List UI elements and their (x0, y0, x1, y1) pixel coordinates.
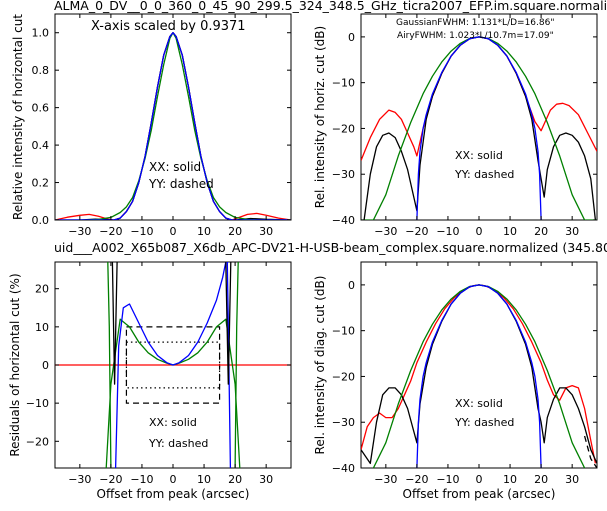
series-group (55, 32, 291, 220)
x-axis-label: Offset from peak (arcsec) (403, 487, 556, 501)
panel-top-left: −30 −20 −10 0 10 20 30 0.0 0.2 0.4 0.6 0.8 1.0 Relati… (11, 13, 292, 238)
y-tick-label: 20 (35, 283, 49, 296)
y-tick-label: 0.6 (32, 102, 50, 115)
series-line-red-0 (55, 32, 291, 220)
x-tick-label: −30 (374, 473, 397, 486)
legend-xx-top-left: XX: solid (149, 160, 201, 174)
y-tick-label: −30 (332, 416, 355, 429)
x-tick-label: −20 (99, 473, 122, 486)
series-line-green-3 (234, 262, 239, 468)
legend-xx-top-right: XX: solid (455, 149, 503, 162)
panel-top-right: −30 −20 −10 0 10 20 30 −40 −30 −20 −10 0 Rel. intens… (313, 13, 598, 238)
y-tick-label: −40 (332, 214, 355, 227)
y-axis-label: Rel. intensity of diag. cut (dB) (313, 276, 327, 455)
y-axis-label: Relative intensity of horizontal cut (11, 14, 25, 220)
y-tick-label: −40 (332, 462, 355, 475)
y-tick-label: −10 (26, 397, 49, 410)
y-tick-label: −30 (332, 168, 355, 181)
x-tick-label: 30 (565, 225, 579, 238)
x-tick-label: 30 (565, 473, 579, 486)
y-tick-label: 0.0 (32, 214, 50, 227)
legend-yy-bottom-left: YY: dashed (148, 437, 208, 450)
x-tick-label: 0 (170, 225, 177, 238)
figure-title-top: ALMA_0_DV__0_0_360_0_45_90_299.5_324_348… (54, 0, 607, 13)
x-tick-label: 10 (503, 225, 517, 238)
x-tick-label: −30 (68, 473, 91, 486)
y-tick-label: 0.8 (32, 64, 50, 77)
y-tick-label: −10 (332, 325, 355, 338)
series-line-red-0 (361, 36, 597, 161)
series-line-green-2 (107, 262, 112, 468)
x-tick-label: 20 (534, 473, 548, 486)
x-axis-label: Offset from peak (arcsec) (97, 487, 250, 501)
legend-xx-bottom-left: XX: solid (149, 416, 197, 429)
x-tick-label: 0 (476, 473, 483, 486)
series-line-black-6 (111, 262, 118, 385)
series-line-black-1 (361, 284, 597, 465)
x-tick-label: −20 (405, 473, 428, 486)
x-tick-label: −10 (436, 225, 459, 238)
fwhm-airy-note: AiryFWHM: 1.023*L/10.7m=17.09" (397, 31, 554, 41)
series-group (361, 36, 597, 220)
plot-frame (360, 261, 598, 469)
x-tick-label: 20 (534, 225, 548, 238)
y-tick-label: 0 (42, 359, 49, 372)
y-tick-label: 0.4 (32, 139, 50, 152)
series-line-black-4 (583, 435, 597, 468)
legend-yy-top-left: YY: dashed (148, 177, 214, 191)
legend-yy-top-right: YY: dashed (454, 168, 514, 181)
series-line-black-1 (55, 32, 291, 220)
series-line-blue-3 (55, 32, 291, 220)
panel-bottom-right: −30 −20 −10 0 10 20 30 −40 −30 −20 −10 0 Rel. intens… (313, 261, 598, 501)
figure-title-mid: uid___A002_X65b087_X6db_APC-DV21-H-USB-b… (54, 240, 607, 255)
x-tick-label: −20 (99, 225, 122, 238)
x-tick-label: −30 (68, 225, 91, 238)
x-tick-label: 30 (259, 225, 273, 238)
x-tick-label: 0 (476, 225, 483, 238)
x-tick-label: 20 (228, 225, 242, 238)
x-tick-label: 10 (197, 473, 211, 486)
x-tick-label: 10 (503, 473, 517, 486)
y-tick-label: −10 (332, 77, 355, 90)
x-tick-label: −20 (405, 225, 428, 238)
series-line-black-1 (363, 36, 597, 220)
x-tick-label: 30 (259, 473, 273, 486)
y-tick-label: −20 (332, 370, 355, 383)
series-line-black-7 (225, 262, 232, 385)
y-tick-label: −20 (332, 122, 355, 135)
legend-yy-bottom-right: YY: dashed (454, 416, 514, 429)
fwhm-gaussian-note: GaussianFWHM: 1.131*L/D=16.86" (396, 18, 554, 28)
x-tick-label: 0 (170, 473, 177, 486)
series-line-green-2 (372, 284, 586, 468)
series-group (55, 262, 291, 468)
series-line-blue-3 (416, 284, 542, 468)
legend-xx-bottom-right: XX: solid (455, 397, 503, 410)
y-tick-label: −20 (26, 435, 49, 448)
x-tick-label: 20 (228, 473, 242, 486)
panel-bottom-left: −30 −20 −10 0 10 20 30 −20 −10 0 10 20 Residuals of … (8, 261, 292, 501)
x-tick-label: −10 (130, 225, 153, 238)
y-axis-label: Residuals of horizontal cut (%) (8, 273, 22, 456)
scale-note: X-axis scaled by 0.9371 (91, 19, 246, 34)
series-line-green-2 (55, 32, 291, 220)
plot-frame (360, 13, 598, 221)
x-tick-label: −10 (436, 473, 459, 486)
series-group (361, 284, 597, 468)
y-tick-label: 0.2 (32, 177, 50, 190)
series-line-red-0 (361, 284, 597, 464)
y-axis-label: Rel. intensity of horiz. cut (dB) (313, 26, 327, 208)
x-tick-label: −30 (374, 225, 397, 238)
y-tick-label: 0 (348, 31, 355, 44)
x-tick-label: 10 (197, 225, 211, 238)
y-tick-label: 1.0 (32, 27, 50, 40)
y-tick-label: 10 (35, 321, 49, 334)
x-tick-label: −10 (130, 473, 153, 486)
series-line-blue-3 (416, 36, 542, 220)
y-tick-label: 0 (348, 279, 355, 292)
series-line-green-2 (361, 36, 597, 220)
series-line-blue-4 (114, 262, 229, 468)
tolerance-box-dotted (125, 341, 221, 389)
